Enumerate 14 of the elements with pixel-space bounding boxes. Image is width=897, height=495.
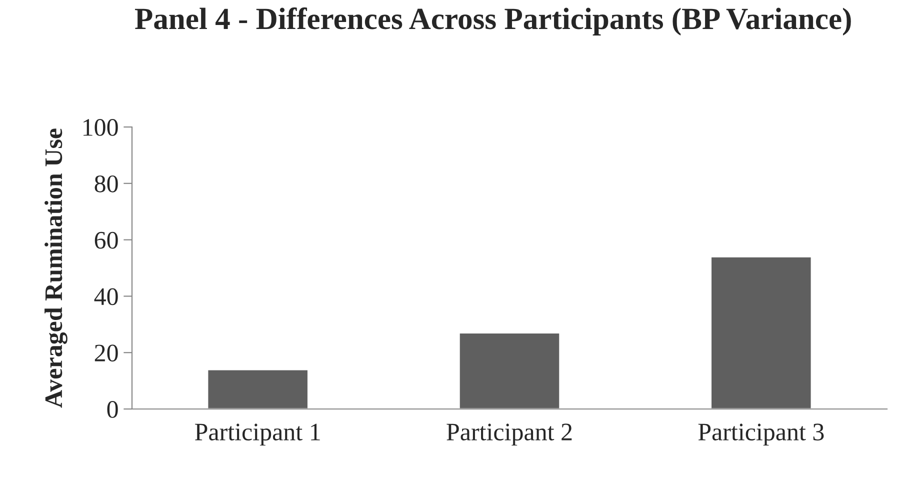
x-tick-label: Participant 2 [446,424,572,446]
x-tick-label: Participant 1 [195,424,320,446]
bar [458,332,561,409]
y-axis-title: Averaged Rumination Use [44,128,68,408]
x-tick-label: Participant 3 [698,424,824,446]
bar [206,368,309,409]
y-tick-label: 80 [94,175,118,192]
bar [710,256,812,409]
y-tick-label: 100 [84,119,118,136]
y-tick-label: 0 [107,401,118,418]
y-tick-label: 40 [94,288,118,306]
y-tick-label: 20 [94,344,118,362]
y-tick-label: 60 [94,232,118,249]
chart-title: Panel 4 - Differences Across Participants (BP Variance) [134,7,851,36]
